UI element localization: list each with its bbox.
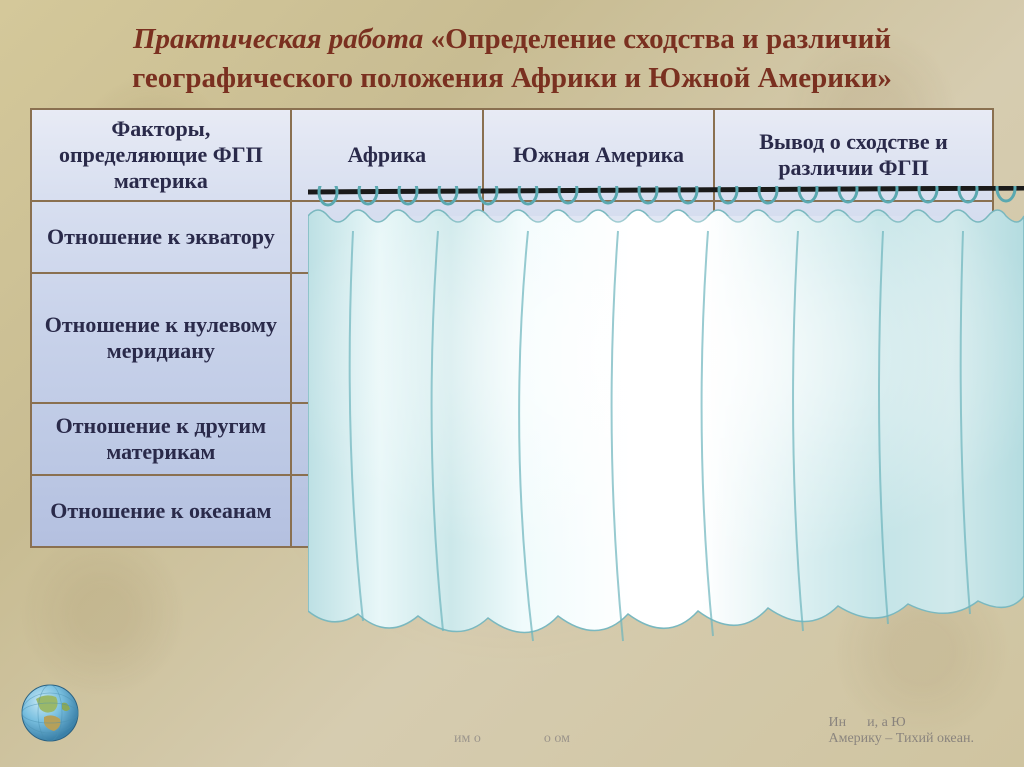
table-row: Отношение к другим материкам — [31, 403, 993, 475]
row-label-meridian: Отношение к нулевому меридиану — [31, 273, 291, 403]
table-row: Отношение к нулевому меридиану — [31, 273, 993, 403]
row-label-equator: Отношение к экватору — [31, 201, 291, 273]
cell — [714, 273, 993, 403]
cell — [714, 403, 993, 475]
cell — [291, 273, 483, 403]
comparison-table: Факторы, определяющие ФГП материка Африк… — [30, 108, 994, 548]
cell — [483, 201, 714, 273]
cell — [483, 273, 714, 403]
slide-title: Практическая работа «Определение сходств… — [30, 20, 994, 98]
table-row: Отношение к океанам — [31, 475, 993, 547]
table-row: Отношение к экватору — [31, 201, 993, 273]
header-south-america: Южная Америка — [483, 109, 714, 201]
cell — [291, 403, 483, 475]
slide-content: Практическая работа «Определение сходств… — [0, 0, 1024, 767]
title-lead: Практическая работа — [133, 23, 423, 55]
table-header-row: Факторы, определяющие ФГП материка Африк… — [31, 109, 993, 201]
row-label-oceans: Отношение к океанам — [31, 475, 291, 547]
cell — [483, 403, 714, 475]
cell — [291, 475, 483, 547]
cell — [714, 475, 993, 547]
header-africa: Африка — [291, 109, 483, 201]
table-container: Факторы, определяющие ФГП материка Африк… — [30, 108, 994, 548]
cell — [291, 201, 483, 273]
row-label-continents: Отношение к другим материкам — [31, 403, 291, 475]
footer-right-text: Ин и, а Ю Америку – Тихий океан. — [828, 715, 974, 747]
header-conclusion: Вывод о сходстве и различии ФГП — [714, 109, 993, 201]
cell — [483, 475, 714, 547]
header-factors: Факторы, определяющие ФГП материка — [31, 109, 291, 201]
cell — [714, 201, 993, 273]
